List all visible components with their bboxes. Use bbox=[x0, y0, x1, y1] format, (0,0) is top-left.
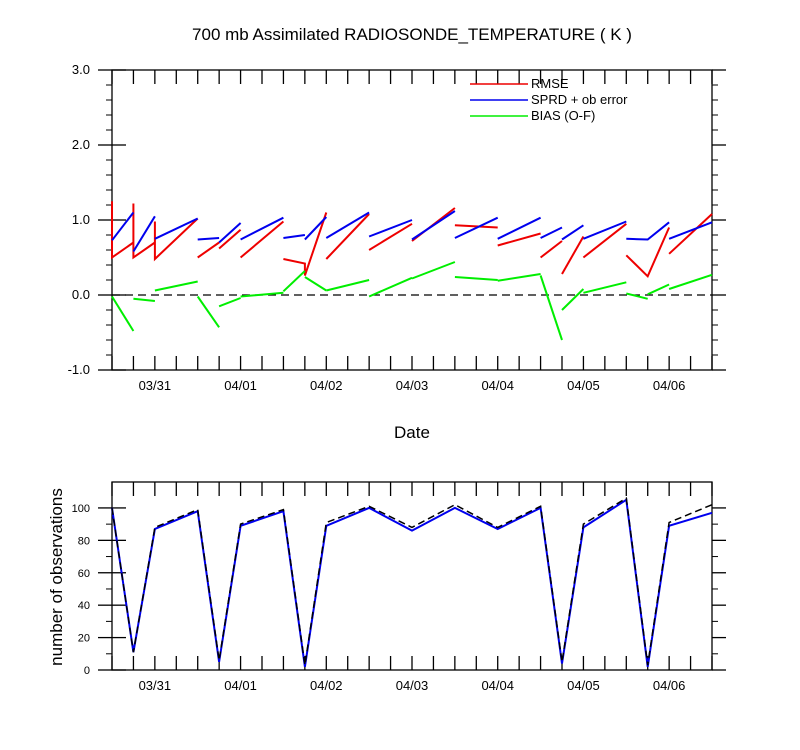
series-line-segment bbox=[561, 236, 585, 275]
legend-label-sprd: SPRD + ob error bbox=[531, 92, 628, 107]
series-line-segment bbox=[668, 221, 713, 240]
series-line-segment bbox=[561, 224, 584, 241]
series-line-segment bbox=[240, 216, 284, 241]
series-line-segment bbox=[154, 217, 199, 240]
series-line-segment bbox=[411, 261, 456, 280]
x-tick-label: 04/01 bbox=[224, 378, 257, 393]
series-line-segment bbox=[197, 241, 220, 259]
series-line-segment bbox=[561, 288, 585, 311]
x-tick-label: 03/31 bbox=[139, 678, 172, 693]
series-line-segment bbox=[625, 227, 671, 279]
y-tick-label: 0 bbox=[84, 665, 90, 677]
x-tick-label: 04/04 bbox=[481, 678, 514, 693]
series-line-segment bbox=[583, 281, 627, 294]
y-tick-label: 3.0 bbox=[72, 62, 90, 77]
series-sprd bbox=[111, 210, 713, 253]
x-tick-label: 04/02 bbox=[310, 378, 343, 393]
y-tick-label: 1.0 bbox=[72, 212, 90, 227]
series-line-segment bbox=[132, 215, 156, 253]
legend-label-bias: BIAS (O-F) bbox=[531, 108, 595, 123]
series-line-segment bbox=[326, 279, 370, 292]
y-axis-label-observations: number of observations bbox=[47, 488, 66, 666]
series-line-segment bbox=[282, 270, 306, 293]
series-line-segment bbox=[668, 273, 713, 290]
x-tick-label: 04/04 bbox=[481, 378, 514, 393]
series-line-segment bbox=[132, 203, 156, 260]
x-tick-label: 04/06 bbox=[653, 378, 686, 393]
series-line-segment bbox=[626, 292, 648, 300]
series-line-segment bbox=[196, 295, 220, 328]
series-line-segment bbox=[111, 201, 134, 260]
series-line-segment bbox=[283, 212, 328, 276]
bottom-panel: 03/31 04/01 04/02 04/03 04/04 04/05 04/06 0 20 40… bbox=[47, 481, 726, 693]
series-line-segment bbox=[240, 291, 284, 298]
y-tick-label: 20 bbox=[78, 633, 90, 645]
series-line-segment bbox=[153, 217, 199, 262]
series-line-segment bbox=[283, 234, 306, 239]
series-line-segment bbox=[411, 210, 456, 241]
y-tick-label: -1.0 bbox=[68, 362, 90, 377]
series-bias bbox=[111, 261, 713, 341]
chart-title: 700 mb Assimilated RADIOSONDE_TEMPERATUR… bbox=[192, 25, 632, 44]
series-line-segment bbox=[154, 280, 198, 292]
x-tick-label: 04/02 bbox=[310, 678, 343, 693]
series-line-segment bbox=[497, 232, 541, 247]
series-line-segment bbox=[239, 220, 285, 259]
x-tick-label: 04/03 bbox=[396, 678, 429, 693]
x-axis-label: Date bbox=[394, 423, 430, 442]
x-tick-label: 04/05 bbox=[567, 678, 600, 693]
series-line-segment bbox=[304, 216, 328, 241]
series-line-segment bbox=[304, 276, 327, 292]
series-line-segment bbox=[218, 222, 242, 244]
y-tick-label: 2.0 bbox=[72, 137, 90, 152]
series-rmse bbox=[111, 201, 713, 279]
series-line-segment bbox=[218, 297, 241, 308]
series-line-segment bbox=[111, 211, 135, 241]
legend: RMSE SPRD + ob error BIAS (O-F) bbox=[470, 76, 628, 123]
series-line-segment bbox=[540, 226, 563, 239]
top-series-group bbox=[111, 201, 713, 341]
y-tick-label: 60 bbox=[78, 568, 90, 580]
series-line-segment bbox=[647, 283, 670, 296]
x-tick-label: 04/01 bbox=[224, 678, 257, 693]
series-line-segment bbox=[583, 220, 627, 240]
plot-frame bbox=[111, 481, 713, 671]
observations-assimilated-line bbox=[111, 498, 713, 667]
legend-label-rmse: RMSE bbox=[531, 76, 569, 91]
top-axes: 03/31 04/01 04/02 04/03 04/04 04/05 04/06 -1.0 0… bbox=[68, 62, 726, 393]
series-line-segment bbox=[325, 211, 370, 239]
series-line-segment bbox=[582, 223, 627, 259]
x-tick-label: 04/03 bbox=[396, 378, 429, 393]
y-tick-label: 40 bbox=[78, 600, 90, 612]
y-tick-label: 100 bbox=[72, 503, 90, 515]
series-line-segment bbox=[626, 221, 670, 241]
x-tick-label: 04/06 bbox=[653, 678, 686, 693]
series-line-segment bbox=[111, 295, 135, 332]
series-line-segment bbox=[539, 240, 563, 259]
series-line-segment bbox=[325, 213, 370, 260]
top-panel: 03/31 04/01 04/02 04/03 04/04 04/05 04/06 -1.0 0… bbox=[68, 62, 726, 442]
observations-possible-line bbox=[111, 496, 713, 666]
y-tick-label: 80 bbox=[78, 535, 90, 547]
series-line-segment bbox=[133, 297, 156, 302]
series-line-segment bbox=[197, 237, 220, 241]
series-line-segment bbox=[368, 276, 413, 298]
bottom-series-group bbox=[111, 496, 713, 667]
series-line-segment bbox=[497, 273, 541, 282]
series-line-segment bbox=[497, 216, 542, 240]
series-line-segment bbox=[368, 219, 413, 238]
series-line-segment bbox=[454, 224, 498, 229]
bottom-axes: 03/31 04/01 04/02 04/03 04/04 04/05 04/06 0 20 40… bbox=[72, 481, 726, 693]
series-line-segment bbox=[218, 229, 242, 250]
x-tick-label: 04/05 bbox=[567, 378, 600, 393]
y-tick-label: 0.0 bbox=[72, 287, 90, 302]
series-line-segment bbox=[454, 216, 499, 239]
series-line-segment bbox=[668, 213, 713, 255]
x-tick-label: 03/31 bbox=[139, 378, 172, 393]
series-line-segment bbox=[539, 275, 563, 341]
series-line-segment bbox=[368, 222, 413, 251]
series-line-segment bbox=[454, 276, 498, 281]
